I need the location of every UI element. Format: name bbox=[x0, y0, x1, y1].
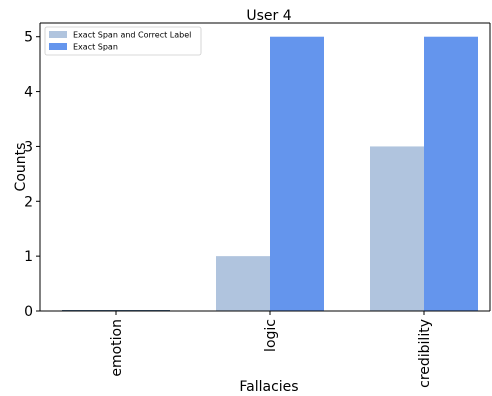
legend-label: Exact Span bbox=[73, 43, 118, 52]
bars-layer bbox=[62, 36, 478, 311]
x-tick-label: credibility bbox=[417, 319, 433, 388]
axes-frame bbox=[39, 22, 491, 312]
legend-swatch bbox=[49, 43, 67, 50]
bar-exact-span-credibility bbox=[424, 36, 478, 311]
legend-swatch bbox=[49, 31, 67, 38]
legend-label: Exact Span and Correct Label bbox=[73, 31, 191, 40]
y-tick-label: 2 bbox=[24, 194, 33, 210]
x-tick-label: emotion bbox=[109, 319, 125, 377]
y-tick-label: 0 bbox=[24, 304, 33, 320]
bar-exact-span-correct-label-credibility bbox=[370, 146, 424, 311]
y-tick-label: 3 bbox=[24, 139, 33, 155]
x-tick-label: logic bbox=[263, 319, 279, 352]
y-tick-label: 5 bbox=[24, 30, 33, 46]
x-ticks: emotion logic credibility bbox=[109, 311, 433, 388]
y-tick-label: 1 bbox=[24, 249, 33, 265]
legend-frame bbox=[44, 26, 202, 56]
y-axis-label: Counts bbox=[13, 143, 29, 192]
y-ticks: 0 1 2 3 4 5 bbox=[24, 30, 40, 320]
chart-title: User 4 bbox=[246, 8, 291, 24]
y-tick-label: 4 bbox=[24, 85, 33, 101]
bar-exact-span-logic bbox=[270, 36, 324, 311]
x-axis-label: Fallacies bbox=[239, 379, 298, 395]
legend: Exact Span and Correct Label Exact Span bbox=[44, 26, 202, 56]
bar-exact-span-correct-label-logic bbox=[216, 256, 270, 311]
